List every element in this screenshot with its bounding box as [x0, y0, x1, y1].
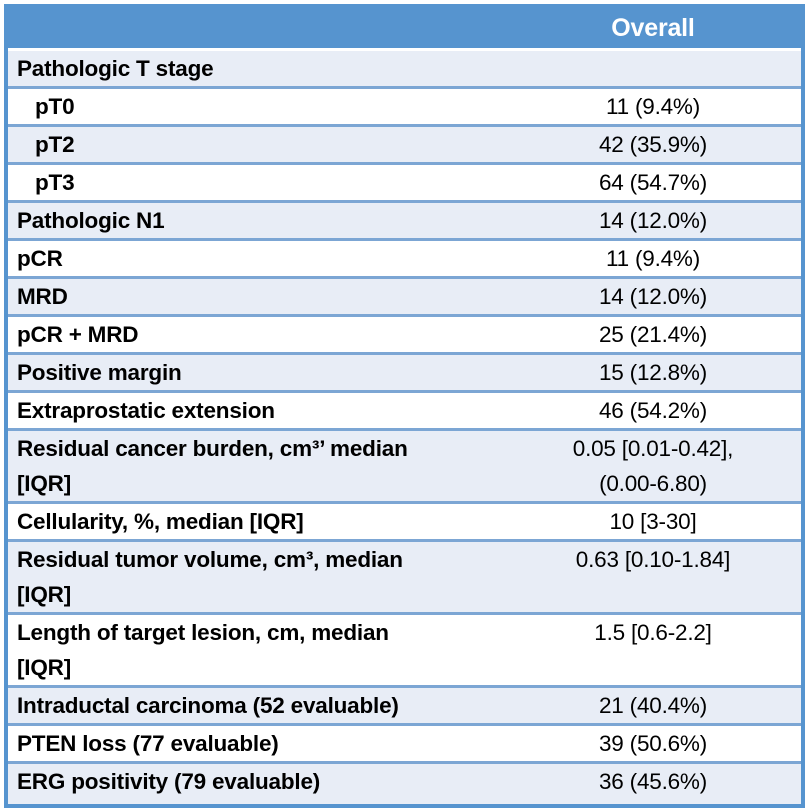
table-row-intraductal-carcinoma: Intraductal carcinoma (52 evaluable) 21 …: [8, 685, 801, 723]
row-value: 0.05 [0.01-0.42], (0.00-6.80): [572, 436, 734, 496]
row-value: 11 (9.4%): [605, 94, 701, 119]
row-label: Pathologic T stage: [17, 56, 214, 81]
row-label: pCR: [17, 246, 63, 271]
row-value: 15 (12.8%): [598, 360, 708, 385]
row-label: Residual tumor volume, cm³, median [IQR]: [17, 547, 403, 607]
table-row-pt3: pT3 64 (54.7%): [8, 162, 801, 200]
row-value: 0.63 [0.10-1.84]: [575, 547, 731, 572]
row-value: 25 (21.4%): [598, 322, 708, 347]
row-value: 46 (54.2%): [598, 398, 708, 423]
table-row-residual-cancer-burden: Residual cancer burden, cm³’ median [IQR…: [8, 428, 801, 501]
row-value: 64 (54.7%): [598, 170, 708, 195]
row-value: 11 (9.4%): [605, 246, 701, 271]
table-row-pathologic-n1: Pathologic N1 14 (12.0%): [8, 200, 801, 238]
row-value: 42 (35.9%): [598, 132, 708, 157]
row-label: pCR + MRD: [17, 322, 139, 347]
row-value: 14 (12.0%): [598, 284, 708, 309]
row-value: 10 [3-30]: [609, 509, 697, 534]
table-row-residual-tumor-volume: Residual tumor volume, cm³, median [IQR]…: [8, 539, 801, 612]
row-label: PTEN loss (77 evaluable): [17, 731, 279, 756]
row-value: [505, 51, 801, 86]
row-label: MRD: [17, 284, 68, 309]
table-row-erg-positivity: ERG positivity (79 evaluable) 36 (45.6%): [8, 761, 801, 804]
results-table: Overall Pathologic T stage pT0 11 (9.4%)…: [4, 4, 805, 808]
header-row: Overall: [8, 8, 801, 48]
row-label: Intraductal carcinoma (52 evaluable): [17, 693, 399, 718]
row-label: Pathologic N1: [17, 208, 165, 233]
row-label: Positive margin: [17, 360, 182, 385]
table-row-extraprostatic-extension: Extraprostatic extension 46 (54.2%): [8, 390, 801, 428]
row-label: pT0: [35, 94, 75, 119]
row-value: 36 (45.6%): [598, 769, 708, 794]
table-row-cellularity: Cellularity, %, median [IQR] 10 [3-30]: [8, 501, 801, 539]
table-row-pathologic-t-stage: Pathologic T stage: [8, 48, 801, 86]
row-label: Residual cancer burden, cm³’ median [IQR…: [17, 436, 408, 496]
table-row-pcr-plus-mrd: pCR + MRD 25 (21.4%): [8, 314, 801, 352]
row-label: pT2: [35, 132, 75, 157]
row-value: 21 (40.4%): [598, 693, 708, 718]
row-label: ERG positivity (79 evaluable): [17, 769, 321, 794]
row-value: 39 (50.6%): [598, 731, 708, 756]
table-row-length-of-target-lesion: Length of target lesion, cm, median [IQR…: [8, 612, 801, 685]
row-label: Cellularity, %, median [IQR]: [17, 509, 304, 534]
table-row-mrd: MRD 14 (12.0%): [8, 276, 801, 314]
table-row-pt0: pT0 11 (9.4%): [8, 86, 801, 124]
table-body: Pathologic T stage pT0 11 (9.4%) pT2 42 …: [8, 48, 801, 804]
row-value: 1.5 [0.6-2.2]: [594, 620, 712, 645]
overall-column-header: Overall: [611, 13, 695, 42]
table-row-positive-margin: Positive margin 15 (12.8%): [8, 352, 801, 390]
row-label: Extraprostatic extension: [17, 398, 275, 423]
row-value: 14 (12.0%): [598, 208, 708, 233]
table-row-pt2: pT2 42 (35.9%): [8, 124, 801, 162]
row-label: Length of target lesion, cm, median [IQR…: [17, 620, 389, 680]
row-label: pT3: [35, 170, 75, 195]
table-row-pcr: pCR 11 (9.4%): [8, 238, 801, 276]
table-row-pten-loss: PTEN loss (77 evaluable) 39 (50.6%): [8, 723, 801, 761]
